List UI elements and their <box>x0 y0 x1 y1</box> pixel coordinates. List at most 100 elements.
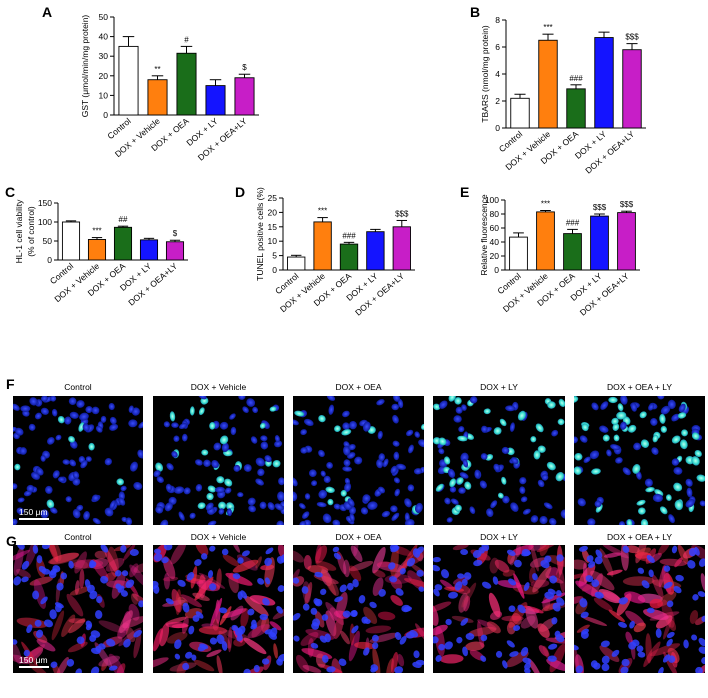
panel-letter: F <box>6 376 15 392</box>
bar-dox-oea <box>563 233 582 271</box>
bar-dox-ly <box>205 85 226 116</box>
bar-control <box>509 236 528 271</box>
bar-dox-oea <box>176 52 197 116</box>
y-axis-label: HL-1 cell viability <box>14 199 24 264</box>
micrograph-label: DOX + OEA + LY <box>607 532 672 542</box>
chart-panel-c: C 0 50 100 150 HL-1 cell viability (% of contr… <box>5 184 188 308</box>
y-tick-label: 80 <box>490 209 500 219</box>
y-axis-label: Relative fluorescence <box>479 194 489 276</box>
micrograph-dox-oea-ly: DOX + OEA + LY <box>574 382 705 525</box>
significance-dox-oea: ## <box>119 215 128 224</box>
significance-dox-oea-ly: $$$ <box>395 209 409 218</box>
micrograph-label: DOX + OEA <box>335 382 381 392</box>
significance-dox-oea: ### <box>566 218 580 227</box>
micrograph-dox-vehicle: DOX + Vehicle <box>153 532 284 673</box>
y-tick-label: 60 <box>490 223 500 233</box>
y-tick-label: 0 <box>47 255 52 265</box>
micrograph-label: Control <box>64 382 92 392</box>
image-panel-f: F Control 150 μm DOX + Vehicle DOX + OEA DOX … <box>6 376 705 525</box>
significance-dox-oea-ly: $$$ <box>625 33 639 42</box>
significance-dox-oea-ly: $ <box>173 229 178 238</box>
significance-dox-oea: # <box>184 35 189 44</box>
bar-dox-ly <box>139 239 159 261</box>
micrograph-label: DOX + LY <box>480 382 518 392</box>
category-label-dox-oea-ly: DOX + OEA+LY <box>583 129 636 176</box>
y-tick-label: 8 <box>495 15 500 25</box>
micrograph-dox-ly: DOX + LY <box>433 532 565 673</box>
y-tick-label: 100 <box>485 195 499 205</box>
y-tick-label: 30 <box>99 51 109 61</box>
panel-letter: E <box>460 184 469 200</box>
panel-letter: B <box>470 4 480 20</box>
y-tick-label: 50 <box>99 12 109 22</box>
bar-control <box>118 45 139 116</box>
micrograph-dox-oea: DOX + OEA <box>293 382 424 525</box>
micrograph-dox-oea: DOX + OEA <box>293 532 424 673</box>
image-panel-g: G Control 150 μm DOX + Vehicle DOX + OEA DOX … <box>6 532 705 673</box>
category-label-dox-oea-ly: DOX + OEA+LY <box>578 271 631 318</box>
y-axis-label: TBARS (nmol/mg protein) <box>480 25 490 122</box>
significance-dox-oea-ly: $ <box>242 63 247 72</box>
bar-dox-vehicle <box>87 239 107 261</box>
y-tick-label: 20 <box>99 71 109 81</box>
bar-dox-oea-ly <box>617 212 636 271</box>
y-axis-label: (% of control) <box>26 206 36 257</box>
bar-dox-vehicle <box>538 39 558 129</box>
bar-dox-vehicle <box>147 79 168 116</box>
y-tick-label: 2 <box>495 96 500 106</box>
micrograph-label: DOX + LY <box>480 532 518 542</box>
significance-dox-vehicle: *** <box>541 200 550 209</box>
significance-dox-vehicle: *** <box>543 23 552 32</box>
bar-dox-ly <box>590 215 609 271</box>
y-tick-label: 40 <box>490 237 500 247</box>
panel-letter: C <box>5 184 15 200</box>
bar-dox-oea <box>566 88 586 129</box>
bar-control <box>61 221 81 261</box>
y-tick-label: 20 <box>268 207 278 217</box>
bar-dox-oea <box>339 243 359 271</box>
y-tick-label: 6 <box>495 42 500 52</box>
y-tick-label: 0 <box>495 123 500 133</box>
y-tick-label: 5 <box>272 251 277 261</box>
y-tick-label: 0 <box>103 110 108 120</box>
micrograph-dox-vehicle: DOX + Vehicle <box>153 382 284 525</box>
panel-letter: A <box>42 4 52 20</box>
scale-bar-label: 150 μm <box>19 507 48 517</box>
bar-dox-ly <box>594 37 614 129</box>
significance-dox-oea-ly: $$$ <box>620 200 634 209</box>
y-tick-label: 150 <box>38 198 52 208</box>
y-axis-label: TUNEL positive cells (%) <box>255 187 265 281</box>
bar-dox-oea-ly <box>234 77 255 116</box>
y-tick-label: 100 <box>38 217 52 227</box>
bar-dox-vehicle <box>313 221 332 271</box>
y-tick-label: 40 <box>99 32 109 42</box>
significance-dox-oea: ### <box>342 231 356 240</box>
micrograph-label: DOX + Vehicle <box>191 532 247 542</box>
micrograph-label: Control <box>64 532 92 542</box>
y-tick-label: 20 <box>490 251 500 261</box>
bar-dox-oea-ly <box>622 49 642 129</box>
bar-control <box>510 97 530 129</box>
panel-letter: G <box>6 533 17 549</box>
micrograph-label: DOX + OEA + LY <box>607 382 672 392</box>
y-axis-label: GST (μmol/min/mg protein) <box>80 15 90 118</box>
micrograph-control: Control 150 μm <box>13 382 143 525</box>
y-tick-label: 50 <box>43 236 53 246</box>
y-tick-label: 0 <box>494 265 499 275</box>
y-tick-label: 4 <box>495 69 500 79</box>
y-tick-label: 15 <box>268 222 278 232</box>
y-tick-label: 10 <box>268 236 278 246</box>
bar-control <box>287 256 306 271</box>
y-tick-label: 0 <box>272 265 277 275</box>
panel-letter: D <box>235 184 245 200</box>
micrograph-label: DOX + Vehicle <box>191 382 247 392</box>
bar-dox-vehicle <box>536 211 555 271</box>
micrograph-control: Control 150 μm <box>13 532 143 673</box>
micrograph-dox-oea-ly: DOX + OEA + LY <box>574 532 705 673</box>
scale-bar-label: 150 μm <box>19 655 48 665</box>
